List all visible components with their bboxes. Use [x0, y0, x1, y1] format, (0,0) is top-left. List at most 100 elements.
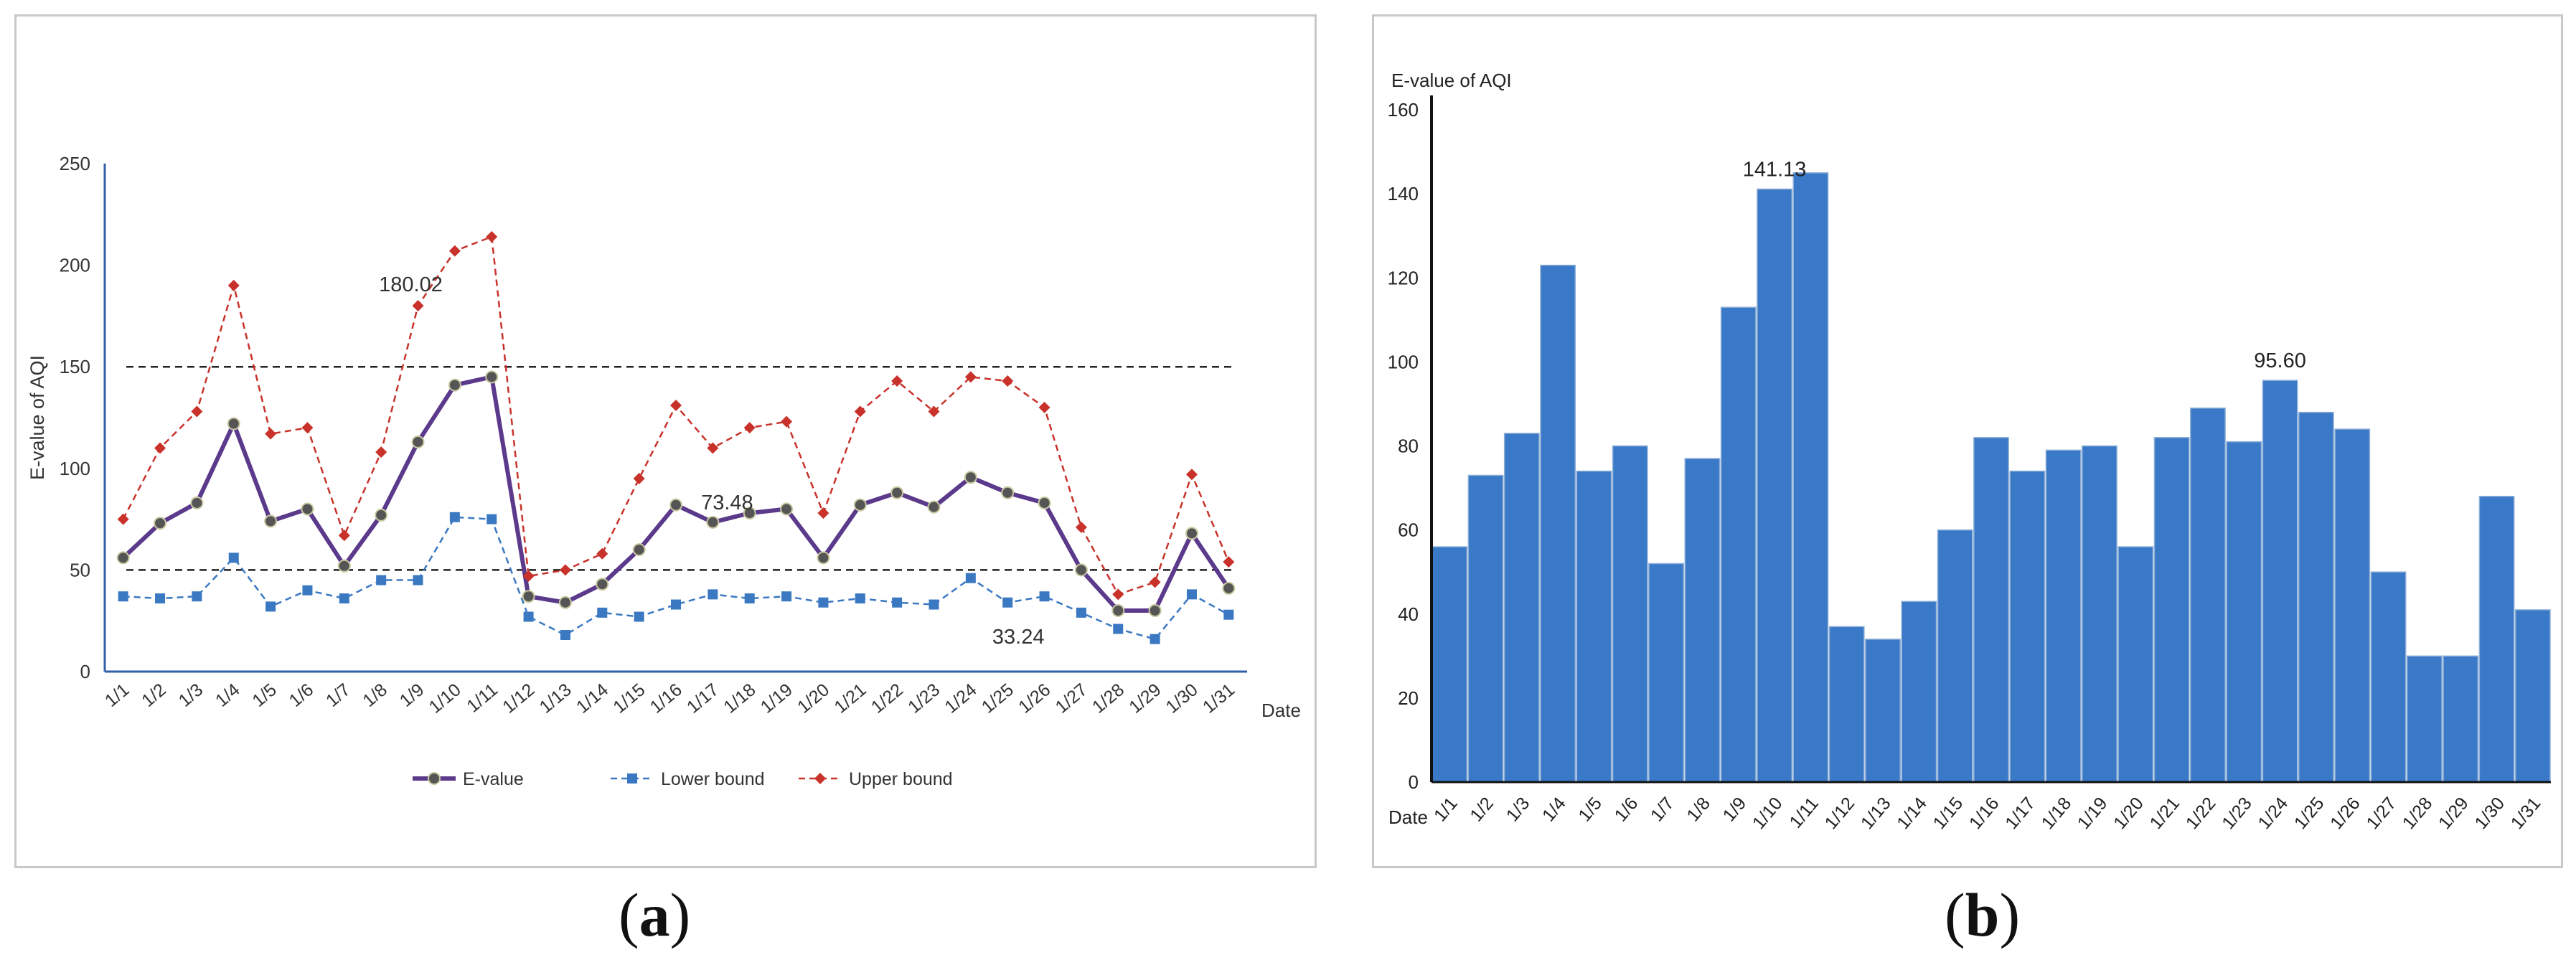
x-tick-label: 1/24	[941, 679, 980, 718]
bar	[1828, 626, 1865, 783]
e-value-point	[1038, 496, 1051, 509]
x-tick-label: 1/29	[1125, 679, 1165, 718]
x-tick-label: 1/28	[2399, 794, 2437, 833]
bar	[1720, 306, 1757, 783]
x-tick-label: 1/9	[1719, 794, 1751, 826]
bar	[1865, 639, 1901, 783]
lower-bound-point	[265, 601, 276, 612]
lower-bound-point	[339, 593, 349, 604]
lower-bound-point	[965, 573, 976, 583]
annotation-label: 33.24	[992, 626, 1045, 649]
lower-bound-point	[892, 597, 903, 608]
x-tick-label: 1/31	[2507, 794, 2545, 833]
x-tick-label: 1/12	[499, 679, 538, 718]
upper-bound-point	[596, 547, 608, 560]
e-value-point	[485, 370, 499, 384]
upper-bound-point	[817, 507, 829, 519]
x-tick-label: 1/17	[683, 679, 723, 718]
bar	[2478, 496, 2515, 783]
x-tick-label: 1/26	[2326, 794, 2364, 833]
bar	[1901, 601, 1937, 783]
upper-bound-point	[1223, 556, 1235, 568]
x-tick-label: 1/2	[138, 679, 170, 711]
x-tick-label: 1/5	[248, 679, 281, 711]
upper-bound-point	[781, 415, 793, 428]
x-tick-label: 1/19	[2074, 794, 2112, 833]
upper-bound-point	[448, 245, 461, 257]
x-tick-label: 1/14	[573, 679, 612, 718]
x-tick-label: 1/23	[2218, 794, 2256, 833]
bar	[1540, 264, 1576, 783]
e-value-point	[227, 417, 240, 431]
e-value-point	[669, 498, 682, 512]
e-value-point	[817, 551, 830, 565]
lower-bound-point	[486, 514, 497, 524]
upper-bound-point	[375, 446, 387, 458]
legend-marker-lower-bound	[627, 773, 637, 784]
e-value-point	[632, 543, 646, 557]
upper-bound-point	[964, 371, 977, 383]
lower-bound-point	[1223, 609, 1234, 620]
bar	[1937, 529, 1973, 783]
y-tick-label: 80	[1398, 436, 1419, 457]
x-tick-label: 1/24	[2254, 794, 2292, 833]
lower-bound-point	[1150, 634, 1160, 644]
lower-bound-point	[781, 591, 792, 602]
e-value-point	[264, 514, 278, 528]
lower-bound-point	[376, 575, 387, 585]
lower-bound-point	[929, 599, 939, 610]
e-value-point	[1222, 581, 1236, 595]
e-value-point	[558, 596, 572, 609]
bar	[2514, 609, 2551, 783]
caption-b: (b)	[1945, 880, 2021, 949]
y-tick-label: 40	[1398, 603, 1419, 625]
series-line-e-value	[121, 375, 1231, 613]
e-value-point	[1148, 604, 1162, 618]
legend-label: Lower bound	[661, 769, 765, 789]
x-tick-label: 1/31	[1199, 679, 1238, 718]
lower-bound-point	[1002, 597, 1013, 608]
legend-label: E-value	[463, 769, 524, 789]
lower-bound-point	[1076, 607, 1086, 618]
y-tick-label: 150	[60, 356, 90, 377]
upper-bound-point	[191, 405, 203, 418]
x-tick-label: 1/1	[101, 679, 133, 711]
y-tick-label: 100	[1388, 351, 1419, 372]
x-tick-label: 1/8	[359, 679, 391, 711]
e-value-point	[411, 435, 425, 448]
upper-bound-point	[707, 442, 719, 454]
x-tick-label: 1/13	[536, 679, 575, 718]
upper-bound-point	[412, 300, 424, 312]
lower-bound-point	[597, 607, 608, 618]
e-value-point	[964, 471, 977, 484]
x-tick-label: 1/20	[2110, 794, 2148, 833]
x-tick-label: 1/6	[286, 679, 318, 711]
lower-bound-point	[560, 630, 570, 641]
lower-bound-point	[118, 591, 128, 602]
x-tick-label: 1/16	[647, 679, 686, 718]
bar	[1503, 433, 1540, 783]
bar	[2045, 449, 2082, 783]
upper-bound-point	[301, 422, 314, 434]
upper-bound-point	[559, 564, 571, 576]
x-tick-label: 1/7	[322, 679, 354, 711]
upper-bound-point	[928, 405, 940, 418]
x-tick-label: 1/2	[1466, 794, 1498, 826]
lower-bound-point	[1113, 624, 1124, 634]
upper-bound-point	[1149, 576, 1161, 588]
legend-label: Upper bound	[849, 769, 953, 789]
e-value-point	[780, 502, 794, 516]
x-tick-label: 1/11	[463, 679, 502, 717]
panel-a: 0 50 100 150 200 250 E-value of AQI 1/1 1/2 1/3 1/…	[14, 14, 1317, 868]
e-value-point	[853, 498, 867, 512]
e-value-point	[301, 502, 314, 516]
x-tick-label: 1/14	[1893, 794, 1931, 833]
bar	[2443, 655, 2479, 783]
lower-bound-point	[1186, 589, 1197, 600]
panel-b: 0 20 40 60 80 100 120 140 160 E-value of AQI 1/1 1/…	[1372, 14, 2563, 868]
lower-bound-point	[413, 575, 423, 585]
y-axis-label: E-value of AQI	[1391, 70, 1512, 91]
e-value-point	[154, 517, 167, 530]
x-tick-label: 1/16	[1965, 794, 2003, 833]
x-tick-label: 1/20	[794, 679, 833, 718]
